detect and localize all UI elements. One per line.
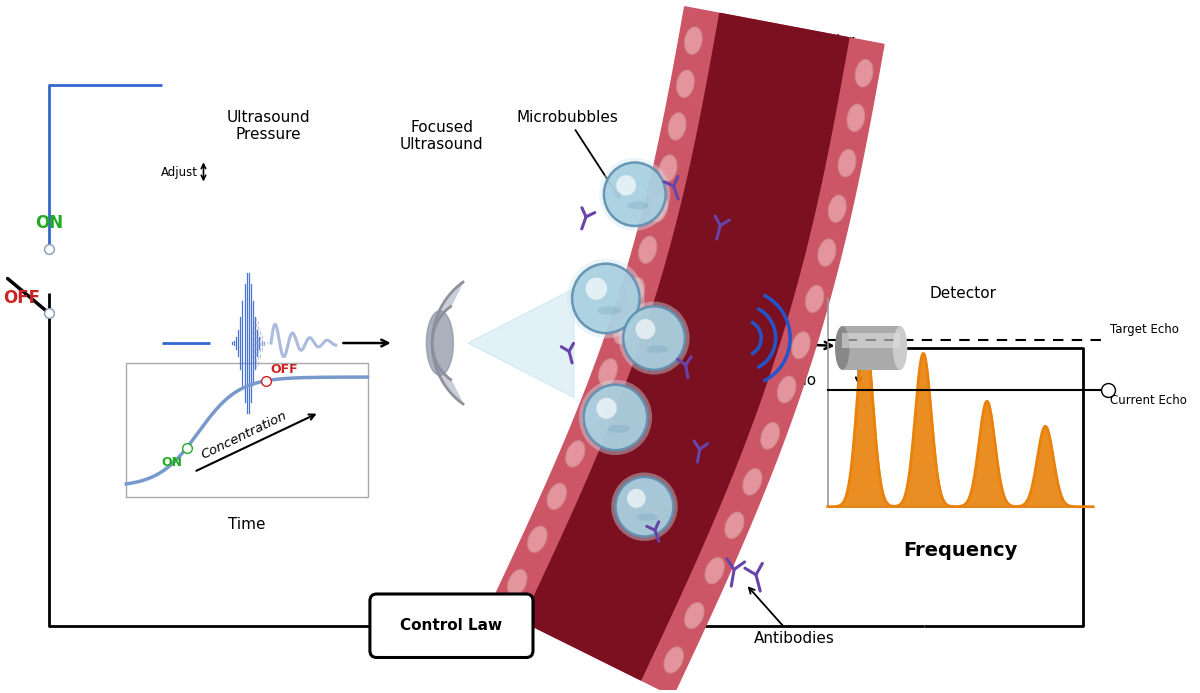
Circle shape xyxy=(586,278,607,300)
Text: Focused
Ultrasound: Focused Ultrasound xyxy=(400,120,484,152)
Polygon shape xyxy=(491,7,884,693)
Text: OFF: OFF xyxy=(2,290,40,308)
Text: Adjust: Adjust xyxy=(161,166,198,179)
Circle shape xyxy=(599,158,671,231)
Text: Echo: Echo xyxy=(780,374,817,388)
Bar xyxy=(842,333,900,348)
Ellipse shape xyxy=(582,401,601,427)
Ellipse shape xyxy=(528,526,547,552)
Text: Control Law: Control Law xyxy=(401,618,503,633)
Text: Ultrasound
Pressure: Ultrasound Pressure xyxy=(227,110,310,142)
Ellipse shape xyxy=(761,423,780,449)
Ellipse shape xyxy=(805,286,823,313)
Ellipse shape xyxy=(607,425,630,433)
Ellipse shape xyxy=(856,60,872,87)
Circle shape xyxy=(572,263,640,333)
Circle shape xyxy=(616,477,673,536)
Circle shape xyxy=(618,301,690,375)
Ellipse shape xyxy=(684,27,702,55)
Text: OFF: OFF xyxy=(271,363,299,376)
Text: Detector: Detector xyxy=(929,286,996,301)
Ellipse shape xyxy=(598,306,622,315)
Ellipse shape xyxy=(508,570,527,596)
Ellipse shape xyxy=(547,483,566,509)
Ellipse shape xyxy=(565,441,584,467)
Ellipse shape xyxy=(664,647,684,673)
Circle shape xyxy=(617,175,636,195)
Ellipse shape xyxy=(684,602,704,629)
Text: Microbubbles: Microbubbles xyxy=(516,110,619,198)
Circle shape xyxy=(583,385,647,450)
Ellipse shape xyxy=(725,512,744,538)
Circle shape xyxy=(604,162,666,226)
Bar xyxy=(126,363,367,497)
Ellipse shape xyxy=(628,202,649,209)
Polygon shape xyxy=(523,13,848,680)
Circle shape xyxy=(623,306,685,370)
Ellipse shape xyxy=(743,468,762,495)
Ellipse shape xyxy=(637,514,658,521)
Ellipse shape xyxy=(647,345,668,353)
Ellipse shape xyxy=(838,150,856,177)
Circle shape xyxy=(628,489,646,508)
Ellipse shape xyxy=(613,317,632,344)
Text: Concentration: Concentration xyxy=(199,409,289,462)
Text: Frequency: Frequency xyxy=(904,541,1018,561)
Ellipse shape xyxy=(668,113,686,140)
Ellipse shape xyxy=(792,332,810,359)
Ellipse shape xyxy=(893,326,907,370)
Ellipse shape xyxy=(828,195,846,222)
Circle shape xyxy=(578,380,652,455)
Circle shape xyxy=(566,258,644,338)
Ellipse shape xyxy=(659,155,677,182)
Ellipse shape xyxy=(426,310,454,376)
Circle shape xyxy=(636,319,655,340)
Ellipse shape xyxy=(818,239,836,266)
Text: Current Echo: Current Echo xyxy=(1110,394,1187,407)
Ellipse shape xyxy=(649,195,667,222)
Text: Antibodies: Antibodies xyxy=(749,588,834,646)
Text: Time: Time xyxy=(228,516,265,532)
Text: Target Echo: Target Echo xyxy=(1110,323,1180,336)
FancyBboxPatch shape xyxy=(370,594,533,658)
Ellipse shape xyxy=(778,376,796,403)
Ellipse shape xyxy=(704,557,725,584)
Ellipse shape xyxy=(677,70,695,98)
Circle shape xyxy=(596,398,617,419)
Polygon shape xyxy=(432,282,463,404)
Ellipse shape xyxy=(835,326,850,370)
Ellipse shape xyxy=(847,104,865,132)
Ellipse shape xyxy=(638,236,656,263)
Text: ON: ON xyxy=(161,455,182,468)
Circle shape xyxy=(611,473,678,541)
Bar xyxy=(842,326,900,370)
Text: Blood-brain barrier
(Endothelial Cells): Blood-brain barrier (Endothelial Cells) xyxy=(716,33,854,70)
Polygon shape xyxy=(468,288,574,398)
Ellipse shape xyxy=(626,278,644,305)
Text: ON: ON xyxy=(35,214,64,232)
Ellipse shape xyxy=(599,359,617,385)
